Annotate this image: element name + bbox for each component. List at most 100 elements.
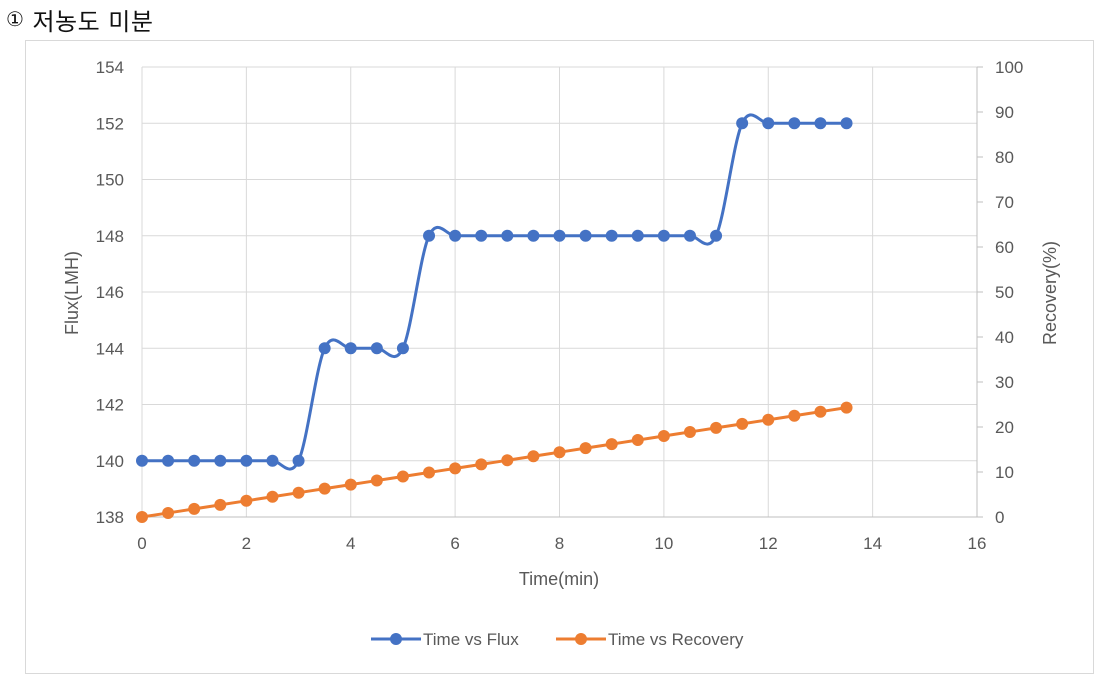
data-point-recovery (423, 466, 436, 479)
data-point-flux (266, 454, 279, 467)
y-tick-label: 140 (96, 452, 124, 471)
x-tick-label: 8 (555, 534, 564, 553)
data-point-flux (736, 117, 749, 130)
x-tick-label: 6 (450, 534, 459, 553)
data-point-recovery (736, 417, 749, 430)
data-point-recovery (710, 421, 723, 434)
data-point-flux (814, 117, 827, 130)
y2-tick-label: 50 (995, 283, 1014, 302)
data-point-recovery (475, 458, 488, 471)
grid-lines (141, 66, 978, 518)
legend: Time vs Flux Time vs Recovery (371, 630, 744, 649)
y2-tick-label: 100 (995, 58, 1023, 77)
data-point-flux (188, 454, 201, 467)
dual-axis-line-chart: 0 2 4 6 8 10 12 14 16 138 140 142 144 146 148 150 152 154… (62, 58, 1060, 649)
data-point-recovery (814, 405, 827, 418)
data-point-recovery (162, 506, 175, 519)
data-point-recovery (396, 470, 409, 483)
data-point-flux (683, 229, 696, 242)
chart-frame: 0 2 4 6 8 10 12 14 16 138 140 142 144 146 148 150 152 154… (25, 40, 1094, 674)
data-point-recovery (605, 438, 618, 451)
section-number: ① (6, 7, 25, 31)
data-point-flux (292, 454, 305, 467)
data-point-recovery (214, 498, 227, 511)
data-point-recovery (344, 478, 357, 491)
section-heading: ① 저농도 미분 (6, 0, 153, 38)
data-point-flux (710, 229, 723, 242)
y2-tick-label: 20 (995, 418, 1014, 437)
data-point-recovery (318, 482, 331, 495)
data-point-recovery (762, 413, 775, 426)
data-point-recovery (840, 401, 853, 414)
y-tick-label: 152 (96, 114, 124, 133)
x-axis-label: Time(min) (519, 569, 599, 589)
y-tick-label: 148 (96, 227, 124, 246)
data-point-flux (396, 342, 409, 355)
x-tick-label: 14 (863, 534, 882, 553)
x-tick-label: 2 (242, 534, 251, 553)
section-title: 저농도 미분 (32, 7, 154, 36)
data-point-flux (214, 454, 227, 467)
data-point-recovery (527, 450, 540, 463)
data-point-recovery (788, 409, 801, 422)
x-tick-label: 16 (968, 534, 987, 553)
data-point-flux (605, 229, 618, 242)
y2-tick-label: 30 (995, 373, 1014, 392)
data-point-flux (240, 454, 253, 467)
x-tick-label: 12 (759, 534, 778, 553)
data-point-recovery (266, 490, 279, 503)
data-point-recovery (631, 434, 644, 447)
data-point-flux (527, 229, 540, 242)
x-tick-label: 10 (654, 534, 673, 553)
y2-axis-label: Recovery(%) (1040, 241, 1060, 345)
x-tick-label: 4 (346, 534, 355, 553)
data-point-recovery (370, 474, 383, 487)
y-tick-label: 154 (96, 58, 124, 77)
y-tick-label: 138 (96, 508, 124, 527)
series-line-recovery (141, 406, 847, 519)
data-point-flux (840, 117, 853, 130)
x-tick-label: 0 (137, 534, 146, 553)
y2-tick-label: 60 (995, 238, 1014, 257)
data-point-flux (579, 229, 592, 242)
data-point-recovery (553, 446, 566, 459)
legend-label-recovery: Time vs Recovery (608, 630, 744, 649)
data-point-recovery (240, 494, 253, 507)
data-point-recovery (188, 502, 201, 515)
data-point-flux (449, 229, 462, 242)
data-point-flux (762, 117, 775, 130)
data-point-recovery (292, 486, 305, 499)
axes (142, 66, 983, 518)
y2-tick-label: 80 (995, 148, 1014, 167)
data-point-flux (162, 454, 175, 467)
data-point-flux (423, 229, 436, 242)
tick-labels: 0 2 4 6 8 10 12 14 16 138 140 142 144 146 148 150 152 154… (96, 58, 1024, 553)
y2-tick-label: 40 (995, 328, 1014, 347)
series-group (136, 113, 853, 523)
data-point-flux (318, 342, 331, 355)
data-point-flux (788, 117, 801, 130)
y2-tick-label: 90 (995, 103, 1014, 122)
legend-marker-flux (390, 633, 402, 645)
data-point-flux (631, 229, 644, 242)
series-line-flux (141, 113, 847, 471)
y2-tick-label: 70 (995, 193, 1014, 212)
y-tick-label: 144 (96, 339, 124, 358)
data-point-flux (657, 229, 670, 242)
legend-marker-recovery (575, 633, 587, 645)
y2-tick-label: 10 (995, 463, 1014, 482)
data-point-recovery (501, 454, 514, 467)
data-point-recovery (657, 430, 670, 442)
y-tick-label: 142 (96, 396, 124, 415)
data-point-recovery (136, 511, 148, 523)
data-point-flux (136, 454, 148, 467)
data-point-flux (370, 342, 383, 355)
y2-tick-label: 0 (995, 508, 1004, 527)
data-point-flux (553, 229, 566, 242)
legend-label-flux: Time vs Flux (423, 630, 519, 649)
y-tick-label: 150 (96, 171, 124, 190)
data-point-recovery (449, 462, 462, 475)
data-point-flux (501, 229, 514, 242)
y-axis-label: Flux(LMH) (62, 251, 82, 335)
data-point-flux (475, 229, 488, 242)
